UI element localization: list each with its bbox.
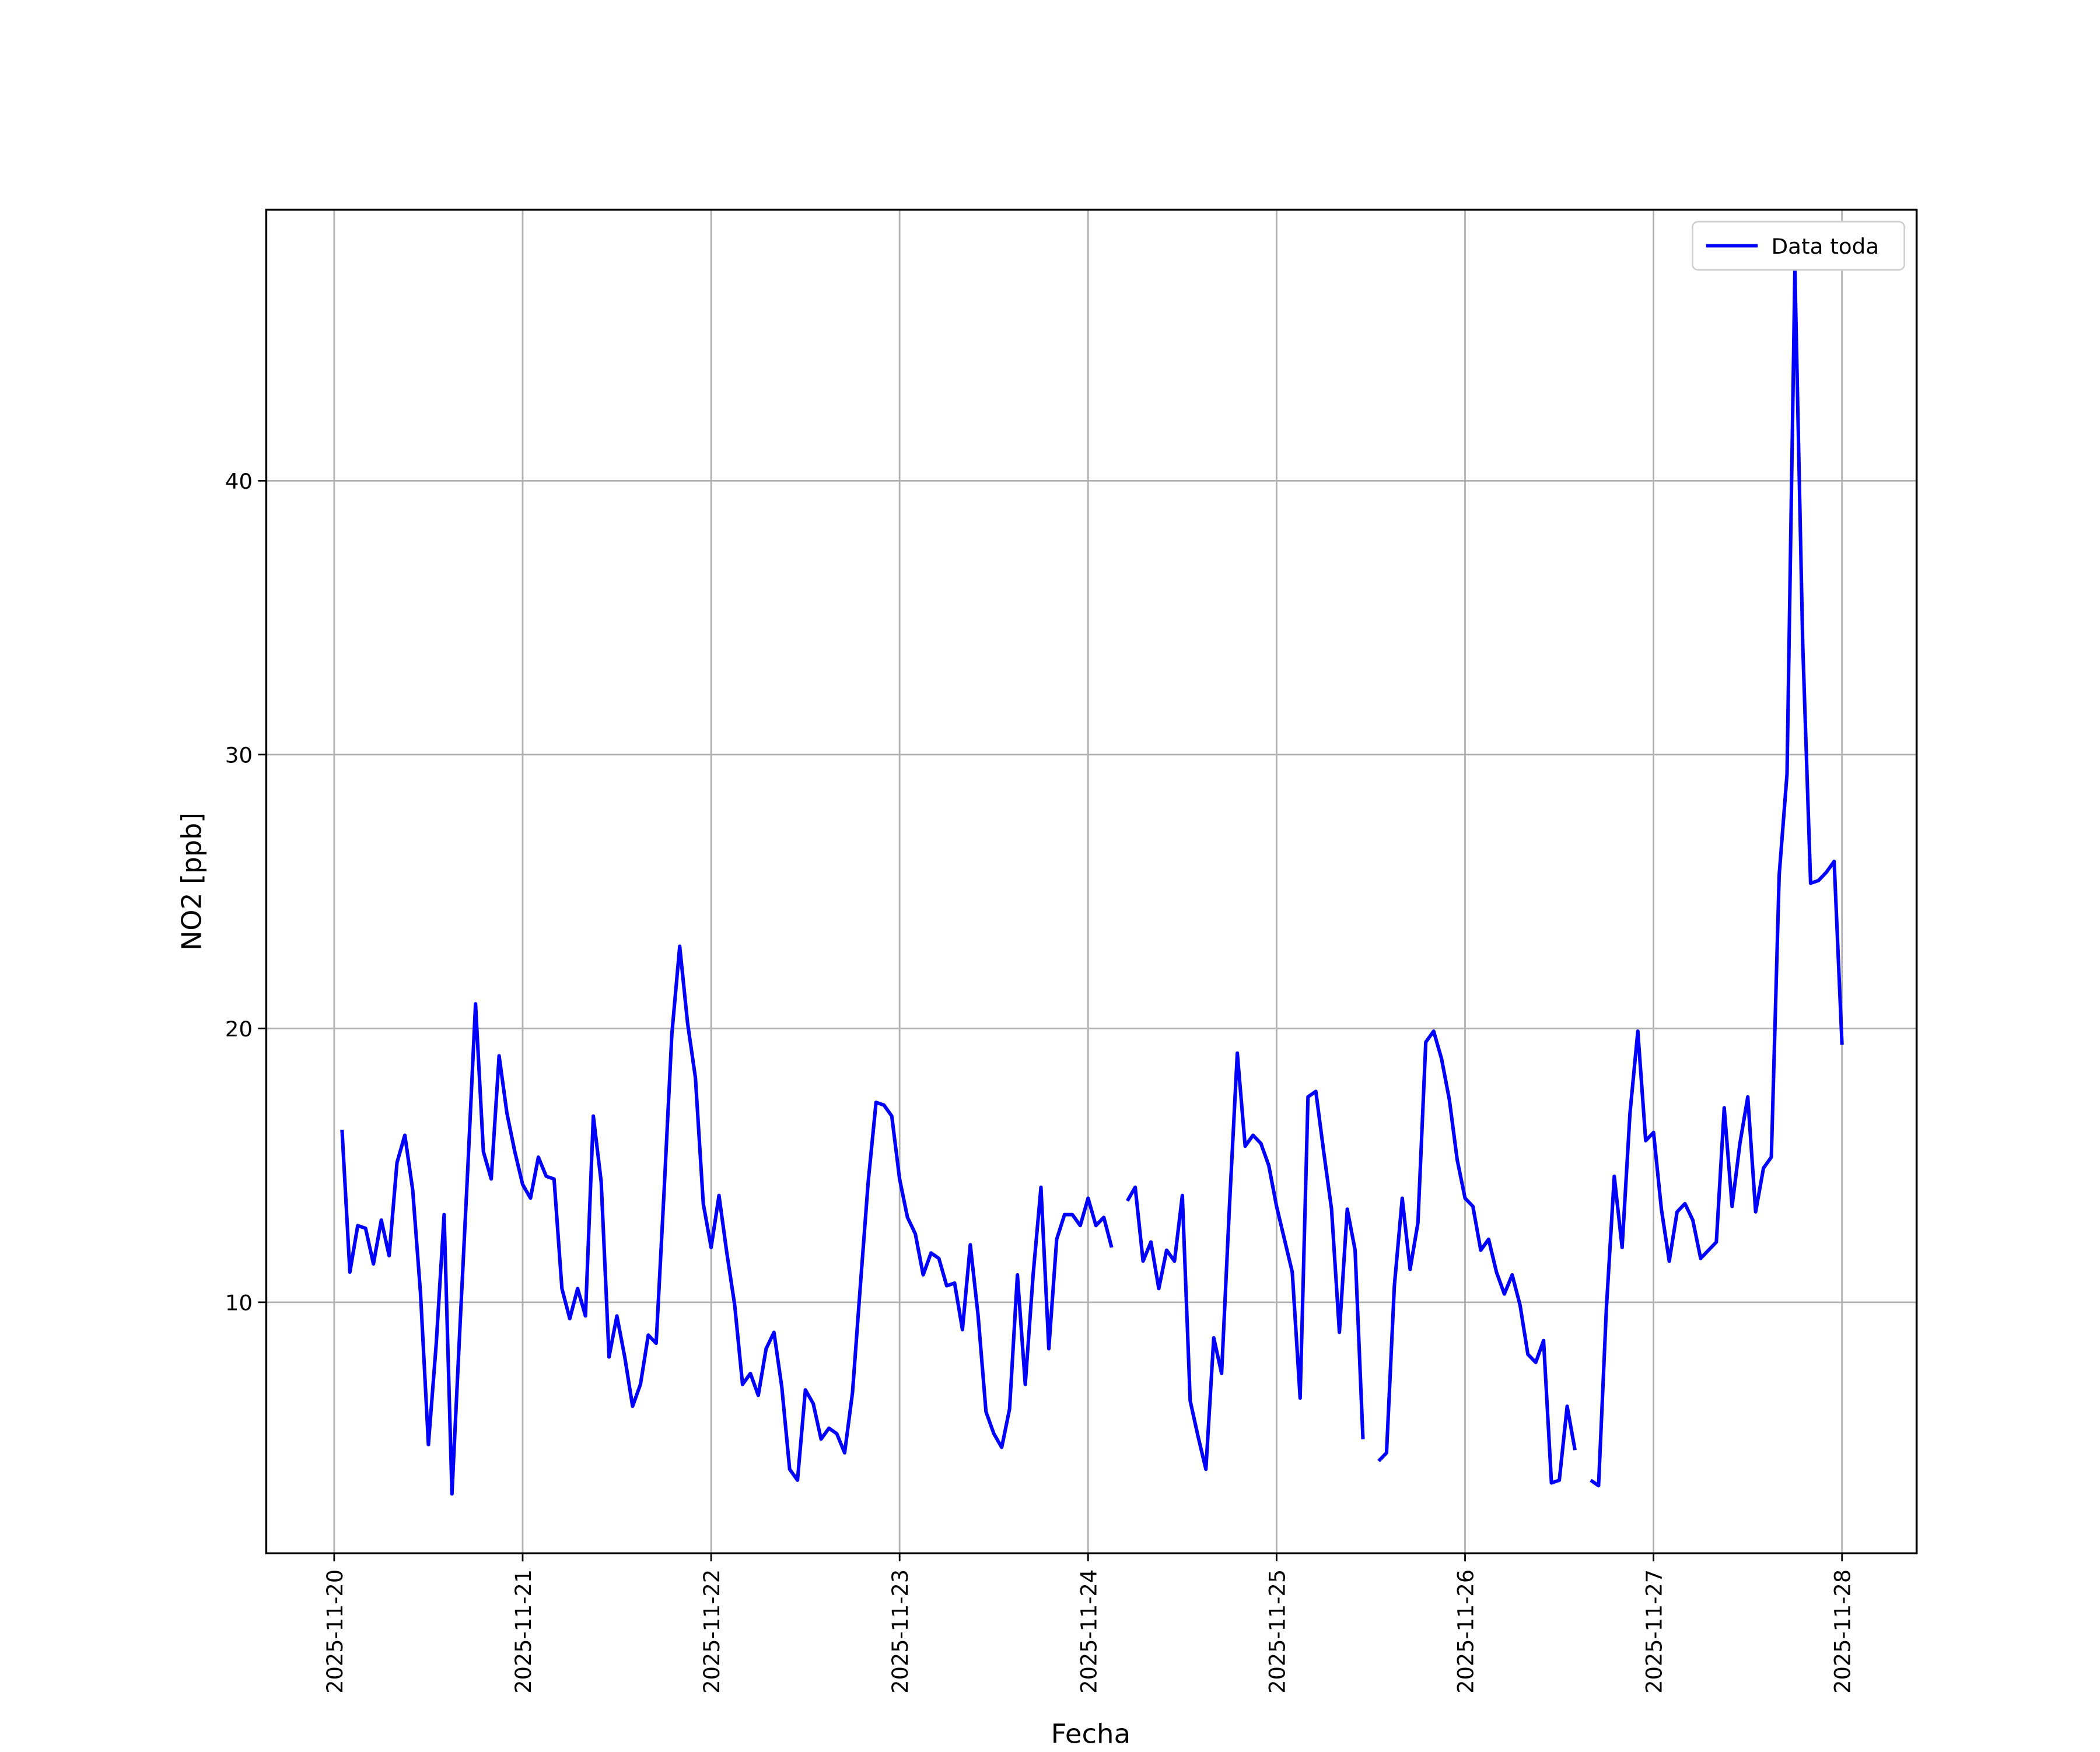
legend-label: Data toda [1771,234,1879,259]
data-line [340,944,1114,1496]
data-line [1125,1051,1365,1471]
data-line [1590,268,1844,1488]
y-axis-label: NO2 [ppb] [176,812,207,951]
legend-box [1692,220,1906,271]
y-tick-label: 20 [225,1017,253,1042]
y-tick-label: 40 [225,469,253,494]
y-tick-label: 10 [225,1291,253,1316]
x-tick-label: 2025-11-24 [1076,1569,1101,1694]
x-tick-label: 2025-11-20 [323,1569,348,1694]
x-tick-label: 2025-11-26 [1453,1569,1478,1694]
x-tick-label: 2025-11-22 [699,1569,724,1694]
x-tick-label: 2025-11-28 [1830,1569,1855,1694]
plot-frame [265,208,1918,1555]
x-tick-label: 2025-11-21 [511,1569,536,1694]
data-line [1377,1029,1577,1485]
x-tick-label: 2025-11-25 [1265,1569,1290,1694]
x-tick-label: 2025-11-27 [1642,1569,1667,1694]
y-tick-label: 30 [225,743,253,768]
x-axis-label: Fecha [1051,1718,1131,1750]
x-tick-label: 2025-11-23 [888,1569,913,1694]
